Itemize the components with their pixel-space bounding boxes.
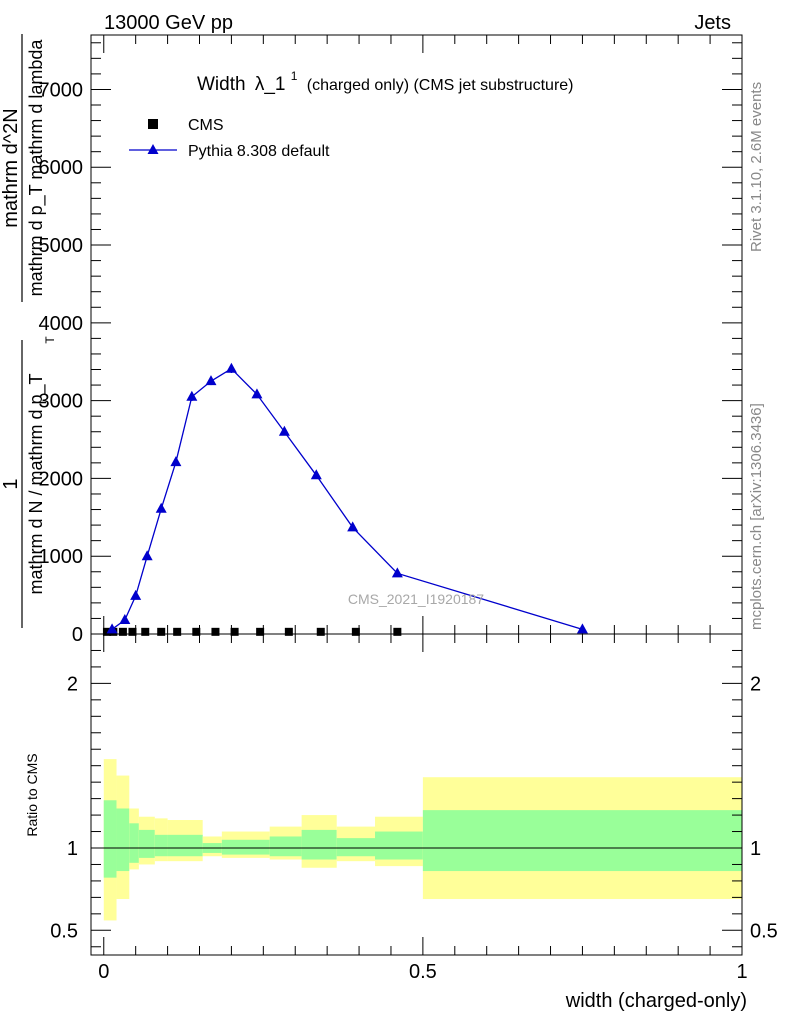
pythia-data-point bbox=[310, 469, 322, 480]
cms-data-point bbox=[284, 627, 293, 636]
ratio-x-tick-label: 0.5 bbox=[409, 961, 437, 983]
ratio-y-tick-label-right: 2 bbox=[750, 673, 761, 695]
y-label-denominator: mathrm d N / mathrm d p_T bbox=[26, 373, 47, 594]
cms-data-point bbox=[102, 627, 111, 636]
series-pythia bbox=[106, 362, 588, 634]
cms-data-point bbox=[118, 627, 127, 636]
main-y-tick-labels: 0 1000 2000 3000 4000 5000 6000 7000 bbox=[39, 79, 84, 646]
cms-data-point bbox=[141, 627, 150, 636]
main-y-tick-label: 4000 bbox=[39, 313, 84, 335]
pythia-data-point bbox=[278, 425, 290, 436]
y-label-subscript: T bbox=[43, 336, 57, 344]
ratio-band-inner bbox=[269, 836, 302, 857]
ratio-plot-frame bbox=[90, 633, 743, 956]
pythia-data-point bbox=[119, 613, 131, 624]
cms-data-point bbox=[351, 627, 360, 636]
cms-data-point bbox=[211, 627, 220, 636]
ratio-band-inner bbox=[422, 810, 742, 872]
ratio-band-inner bbox=[336, 838, 376, 857]
plot-title-superscript: 1 bbox=[291, 69, 298, 83]
pythia-data-point bbox=[251, 388, 263, 399]
legend-marker-pythia bbox=[147, 144, 159, 154]
cms-data-point bbox=[192, 627, 201, 636]
main-y-tick-label: 5000 bbox=[39, 235, 84, 257]
plot-title: Width λ_1 1 (charged only) (CMS jet subs… bbox=[197, 64, 574, 95]
ratio-axis-ticks bbox=[91, 634, 743, 955]
pythia-data-point bbox=[155, 502, 167, 513]
series-cms bbox=[102, 627, 402, 636]
legend: CMS Pythia 8.308 default bbox=[129, 117, 330, 160]
ratio-band-inner bbox=[167, 834, 203, 857]
cms-data-point bbox=[393, 627, 402, 636]
ratio-band-inner bbox=[221, 839, 270, 855]
mcplots-info: mcplots.cern.ch [arXiv:1306.3436] bbox=[748, 403, 765, 630]
ratio-band-inner bbox=[103, 800, 117, 878]
main-y-tick-label: 3000 bbox=[39, 391, 84, 413]
pythia-data-point bbox=[576, 623, 588, 634]
ratio-y-tick-label: 0.5 bbox=[50, 920, 78, 942]
x-axis-label: width (charged-only) bbox=[565, 990, 747, 1012]
ratio-band-inner bbox=[116, 808, 130, 872]
pythia-data-point bbox=[186, 390, 198, 401]
main-y-tick-label: 7000 bbox=[39, 79, 84, 101]
y-label-right-numerator: mathrm d^2N bbox=[0, 108, 22, 227]
ratio-y-tick-label-right: 1 bbox=[750, 838, 761, 860]
pythia-data-point bbox=[391, 567, 403, 578]
cms-data-point bbox=[128, 627, 137, 636]
main-y-tick-label: 0 bbox=[72, 624, 83, 646]
ratio-y-axis-label: Ratio to CMS bbox=[24, 753, 40, 836]
ratio-y-tick-label-right: 0.5 bbox=[750, 920, 778, 942]
main-y-axis-label: 1 mathrm d N / mathrm d p_T T mathrm d^2… bbox=[0, 34, 57, 628]
ratio-band-inner bbox=[138, 829, 155, 858]
ratio-y-tick-label: 2 bbox=[67, 673, 78, 695]
cms-data-point bbox=[230, 627, 239, 636]
ratio-band-inner bbox=[301, 829, 337, 860]
plot-title-rest: (charged only) (CMS jet substructure) bbox=[307, 77, 574, 94]
cms-data-point bbox=[256, 627, 265, 636]
main-y-tick-label: 2000 bbox=[39, 468, 84, 490]
y-label-right-denominator: mathrm d p_T mathrm d lambda bbox=[26, 39, 47, 297]
pythia-data-point bbox=[130, 589, 142, 600]
pythia-data-point bbox=[170, 456, 182, 467]
plot-title-main: Width bbox=[197, 74, 246, 95]
pythia-data-point bbox=[347, 521, 359, 532]
analysis-watermark: CMS_2021_I1920187 bbox=[348, 591, 484, 607]
legend-label-cms: CMS bbox=[188, 117, 224, 134]
plot-title-symbol: λ_1 bbox=[255, 74, 286, 95]
legend-label-pythia: Pythia 8.308 default bbox=[188, 143, 330, 160]
ratio-x-tick-labels: 0 0.5 1 bbox=[98, 961, 747, 983]
ratio-y-tick-label: 1 bbox=[67, 838, 78, 860]
ratio-band-inner bbox=[154, 834, 168, 857]
ratio-x-tick-label: 1 bbox=[736, 961, 747, 983]
pythia-data-point bbox=[205, 375, 217, 386]
pythia-data-point bbox=[225, 362, 237, 373]
ratio-band-inner bbox=[375, 831, 423, 860]
ratio-y-tick-labels: 0.5 0.5 1 1 2 2 bbox=[50, 673, 778, 942]
process-label: Jets bbox=[694, 12, 731, 34]
main-y-tick-label: 6000 bbox=[39, 157, 84, 179]
ratio-x-tick-label: 0 bbox=[98, 961, 109, 983]
pythia-data-point bbox=[141, 550, 153, 561]
cms-data-point bbox=[316, 627, 325, 636]
legend-marker-cms bbox=[148, 119, 158, 129]
y-label-numerator: 1 bbox=[0, 478, 22, 489]
main-y-tick-label: 1000 bbox=[39, 546, 84, 568]
ratio-band-inner bbox=[129, 823, 139, 863]
rivet-info: Rivet 3.1.10, 2.6M events bbox=[748, 82, 765, 252]
ratio-bands bbox=[103, 759, 742, 921]
cms-data-point bbox=[157, 627, 166, 636]
energy-label: 13000 GeV pp bbox=[104, 12, 233, 34]
pythia-data-point bbox=[106, 623, 118, 634]
cms-data-point bbox=[173, 627, 182, 636]
